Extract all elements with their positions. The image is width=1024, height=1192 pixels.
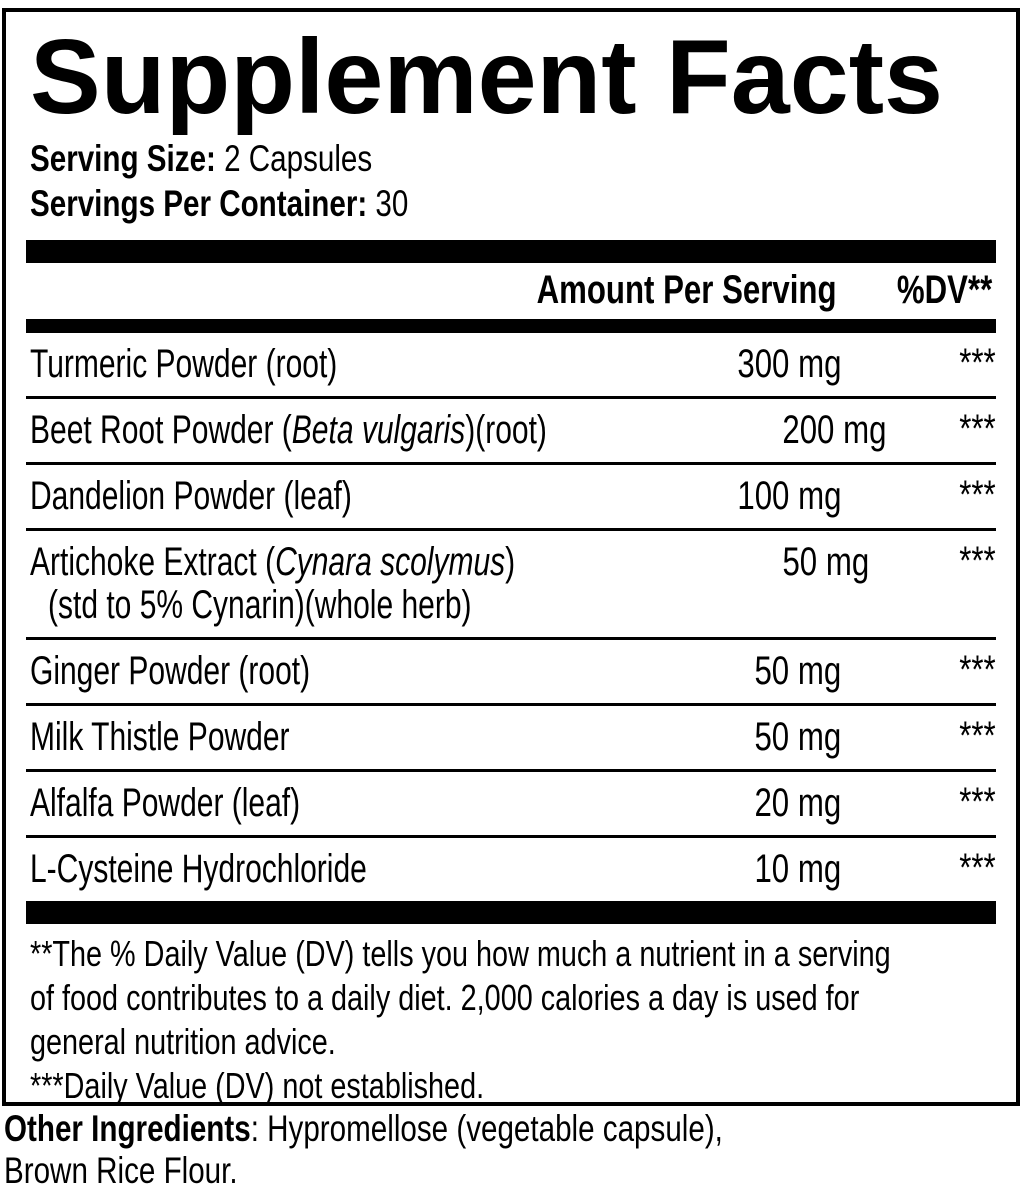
divider-bar-bottom	[26, 901, 996, 925]
ingredient-dv: ***	[959, 473, 996, 518]
amount-per-serving-header: Amount Per Serving	[537, 268, 837, 313]
ingredient-row-dandelion: Dandelion Powder (leaf) 100 mg ***	[26, 465, 996, 532]
footnote-line: of food contributes to a daily diet. 2,0…	[30, 977, 860, 1019]
servings-per-container-line: Servings Per Container: 30	[30, 181, 992, 226]
other-ingredients-list: : Hypromellose (vegetable capsule),	[250, 1108, 723, 1149]
ingredient-row-turmeric: Turmeric Powder (root) 300 mg ***	[26, 333, 996, 400]
dv-footnote: **The % Daily Value (DV) tells you how m…	[30, 932, 992, 1106]
ingredient-dv: ***	[959, 780, 996, 825]
ingredient-amount: 100 mg	[736, 474, 841, 519]
ingredient-amount: 200 mg	[781, 408, 886, 453]
supplement-facts-panel: Supplement Facts Serving Size: 2 Capsule…	[2, 8, 1020, 1106]
ingredient-row-artichoke: Artichoke Extract (Cynara scolymus) (std…	[26, 531, 996, 641]
ingredient-name: L-Cysteine Hydrochloride	[30, 847, 367, 892]
ingredient-row-milk-thistle: Milk Thistle Powder 50 mg ***	[26, 706, 996, 773]
ingredient-amount: 20 mg	[754, 781, 841, 826]
ingredient-amount: 50 mg	[754, 715, 841, 760]
divider-bar-header	[26, 319, 996, 334]
other-ingredients: Other Ingredients: Hypromellose (vegetab…	[4, 1108, 903, 1192]
footnote-line: ***Daily Value (DV) not established.	[30, 1065, 485, 1106]
ingredient-dv: ***	[959, 341, 996, 386]
dv-header: %DV**	[896, 268, 992, 313]
ingredient-name: Beet Root Powder (Beta vulgaris)(root)	[30, 408, 547, 453]
ingredient-name: Milk Thistle Powder	[30, 715, 290, 760]
ingredient-name: Artichoke Extract (Cynara scolymus) (std…	[26, 541, 677, 627]
serving-size-label: Serving Size:	[30, 138, 216, 180]
ingredient-amount: 50 mg	[754, 649, 841, 694]
ingredient-dv: ***	[959, 714, 996, 759]
divider-bar-top	[26, 240, 996, 264]
ingredient-dv: ***	[959, 648, 996, 693]
panel-title: Supplement Facts	[30, 18, 943, 136]
servings-per-container-label: Servings Per Container:	[30, 183, 368, 225]
ingredient-amount: 10 mg	[754, 847, 841, 892]
ingredient-name-line2: (std to 5% Cynarin)(whole herb)	[48, 583, 472, 628]
ingredient-dv: ***	[959, 539, 996, 584]
other-ingredients-list-line2: Brown Rice Flour.	[4, 1150, 238, 1191]
other-ingredients-label: Other Ingredients	[4, 1108, 251, 1149]
ingredient-dv: ***	[959, 407, 996, 452]
ingredient-name: Ginger Powder (root)	[30, 649, 311, 694]
footnote-line: general nutrition advice.	[30, 1021, 336, 1063]
ingredient-amount: 50 mg	[782, 540, 870, 585]
ingredient-name: Alfalfa Powder (leaf)	[30, 781, 301, 826]
ingredient-row-beet-root: Beet Root Powder (Beta vulgaris)(root) 2…	[26, 399, 996, 466]
ingredient-row-ginger: Ginger Powder (root) 50 mg ***	[26, 640, 996, 707]
table-header: Amount Per Serving %DV**	[30, 263, 992, 319]
ingredient-name: Dandelion Powder (leaf)	[30, 474, 352, 519]
footnote-line: **The % Daily Value (DV) tells you how m…	[30, 933, 891, 975]
ingredient-row-l-cysteine: L-Cysteine Hydrochloride 10 mg ***	[26, 838, 996, 901]
servings-per-container-value: 30	[367, 183, 409, 225]
serving-size-value: 2 Capsules	[215, 138, 373, 180]
ingredient-name: Turmeric Powder (root)	[30, 342, 338, 387]
ingredient-amount: 300 mg	[736, 342, 841, 387]
ingredient-dv: ***	[959, 846, 996, 891]
serving-info: Serving Size: 2 Capsules Servings Per Co…	[30, 136, 992, 226]
serving-size-line: Serving Size: 2 Capsules	[30, 136, 992, 181]
ingredient-row-alfalfa: Alfalfa Powder (leaf) 20 mg ***	[26, 772, 996, 839]
